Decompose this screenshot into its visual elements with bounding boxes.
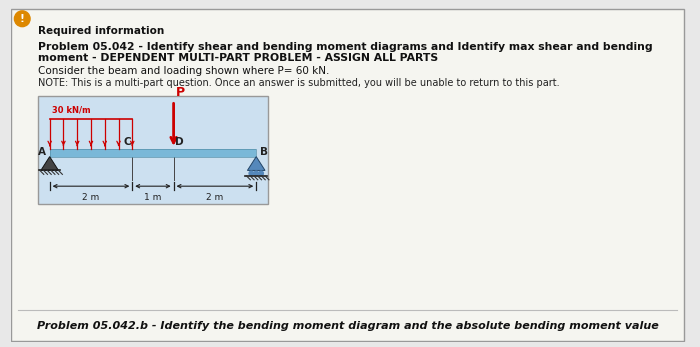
Bar <box>38 95 268 204</box>
Text: 2 m: 2 m <box>83 193 99 202</box>
Text: Consider the beam and loading shown where P= 60 kN.: Consider the beam and loading shown wher… <box>38 66 329 76</box>
Circle shape <box>15 11 30 27</box>
Text: Problem 05.042 - Identify shear and bending moment diagrams and Identify max she: Problem 05.042 - Identify shear and bend… <box>38 42 652 52</box>
Circle shape <box>254 171 259 176</box>
Text: A: A <box>38 147 46 157</box>
Text: NOTE: This is a multi-part question. Once an answer is submitted, you will be un: NOTE: This is a multi-part question. Onc… <box>38 78 559 88</box>
Polygon shape <box>247 156 265 170</box>
Text: 30 kN/m: 30 kN/m <box>52 105 90 114</box>
Bar <box>50 149 256 156</box>
Bar <box>50 149 256 156</box>
Text: Problem 05.042.b - Identify the bending moment diagram and the absolute bending : Problem 05.042.b - Identify the bending … <box>37 321 659 331</box>
Text: Required information: Required information <box>38 26 164 36</box>
Text: D: D <box>174 137 183 147</box>
Text: B: B <box>260 147 268 157</box>
Text: moment - DEPENDENT MULTI-PART PROBLEM - ASSIGN ALL PARTS: moment - DEPENDENT MULTI-PART PROBLEM - … <box>38 53 438 63</box>
Circle shape <box>259 171 264 176</box>
Circle shape <box>249 171 254 176</box>
Text: 2 m: 2 m <box>206 193 223 202</box>
Text: !: ! <box>20 14 25 24</box>
Polygon shape <box>41 156 59 170</box>
Text: P: P <box>176 85 185 99</box>
Text: C: C <box>124 137 132 147</box>
Text: 1 m: 1 m <box>144 193 162 202</box>
